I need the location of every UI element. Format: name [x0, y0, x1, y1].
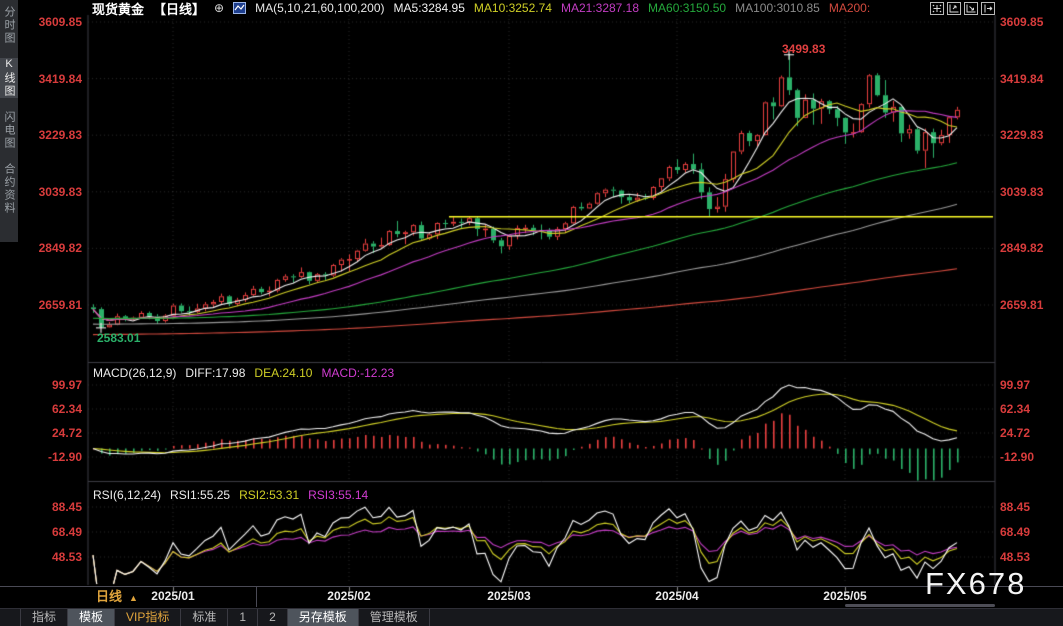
price-axis-label-left: 3039.83: [38, 184, 82, 199]
ma5-value: MA5:3284.95: [393, 1, 465, 15]
add-overlay-icon[interactable]: ⊕: [214, 1, 225, 15]
timeframe-arrow-icon: ▲: [129, 593, 138, 603]
sidebar-item-合约资料[interactable]: 合约资料: [3, 163, 15, 215]
tab-管理模板[interactable]: 管理模板: [359, 609, 430, 626]
tab-VIP指标[interactable]: VIP指标: [115, 609, 182, 626]
macd-hist-value: MACD:-12.23: [321, 366, 395, 380]
rsi-axis-label-right: 48.53: [1000, 550, 1031, 564]
time-axis-label: 2025/04: [655, 589, 699, 603]
macd-axis-label-right: -12.90: [1000, 450, 1035, 464]
price-axis-label-right: 2659.81: [1000, 298, 1044, 312]
price-axis-label-left: 2849.82: [38, 241, 82, 256]
price-axis-label-right: 3229.83: [1000, 128, 1044, 143]
price-axis-label-right: 3419.84: [1000, 71, 1044, 86]
ma100-value: MA100:3010.85: [735, 1, 820, 15]
h-scrollbar-thumb[interactable]: [845, 604, 995, 607]
ma60-value: MA60:3150.50: [648, 1, 727, 15]
macd-axis-label-left: 62.34: [51, 402, 82, 416]
price-axis-label-right: 3609.85: [1000, 15, 1044, 29]
axis-zoom-in-icon[interactable]: [947, 2, 961, 15]
tab-2[interactable]: 2: [258, 609, 288, 626]
tab-模板[interactable]: 模板: [68, 609, 116, 626]
rsi-axis-label-left: 68.49: [51, 525, 82, 539]
rsi3-value: RSI3:55.14: [308, 488, 369, 502]
tab-指标[interactable]: 指标: [20, 609, 69, 626]
tab-标准[interactable]: 标准: [181, 609, 229, 626]
macd-axis-label-right: 24.72: [1000, 426, 1031, 440]
macd-params-label: MACD(26,12,9): [93, 366, 177, 380]
period-tag: 【日线】: [153, 1, 206, 17]
macd-axis-label-left: 99.97: [51, 378, 82, 392]
crosshair-tool-icon[interactable]: [930, 2, 944, 15]
rsi-params-label: RSI(6,12,24): [93, 488, 162, 502]
rsi-axis-label-right: 88.45: [1000, 500, 1031, 514]
low-price-label: 2583.01: [97, 331, 141, 345]
instrument-title: 现货黄金: [92, 1, 145, 17]
price-axis-label-right: 3039.83: [1000, 184, 1044, 199]
chart-type-sidebar: 分时图 K线图闪电图合约资料: [0, 0, 18, 242]
tab-1[interactable]: 1: [228, 609, 259, 626]
ma21-value: MA21:3287.18: [560, 1, 640, 15]
price-axis-label-left: 3609.85: [38, 15, 82, 29]
macd-axis-label-right: 62.34: [1000, 402, 1031, 416]
time-axis-row: [0, 586, 1063, 607]
macd-dea-value: DEA:24.10: [254, 366, 313, 380]
rsi-axis-label-left: 88.45: [51, 500, 82, 514]
sidebar-item-分时图[interactable]: 分时图: [3, 6, 15, 45]
rsi2-value: RSI2:53.31: [239, 488, 300, 502]
sidebar-item-K线图[interactable]: K线图: [0, 58, 18, 98]
price-axis-label-left: 3229.83: [38, 128, 82, 143]
rsi-axis-label-right: 68.49: [1000, 525, 1031, 539]
rsi-axis-label-left: 48.53: [51, 550, 82, 564]
rsi1-value: RSI1:55.25: [170, 488, 231, 502]
bottom-tab-bar: 指标 模板 VIP指标 标准 1 2 另存模板 管理模板: [0, 608, 1063, 626]
chart-toolbar: [930, 2, 995, 15]
macd-diff-value: DIFF:17.98: [185, 366, 246, 380]
timeframe-label: 日线: [96, 589, 123, 604]
ma-settings-icon[interactable]: [233, 2, 247, 14]
macd-axis-label-right: 99.97: [1000, 378, 1031, 392]
pane-expand-icon[interactable]: [981, 2, 995, 15]
ma200-value: MA200:: [828, 1, 871, 15]
time-axis-label: 2025/02: [327, 589, 371, 603]
sidebar-item-闪电图[interactable]: 闪电图: [3, 111, 15, 150]
macd-axis-label-left: -12.90: [47, 450, 82, 464]
time-axis-label: 2025/03: [487, 589, 531, 603]
ma10-value: MA10:3252.74: [473, 1, 552, 15]
price-axis-label-left: 2659.81: [38, 298, 82, 312]
tab-另存模板[interactable]: 另存模板: [287, 609, 359, 626]
time-axis-label: 2025/01: [151, 589, 195, 603]
chart-title-bar: 现货黄金 【日线】 ⊕ MA(5,10,21,60,100,200) MA5:3…: [92, 1, 871, 17]
axis-zoom-out-icon[interactable]: [964, 2, 978, 15]
rsi-indicator-header[interactable]: RSI(6,12,24) RSI1:55.25 RSI2:53.31 RSI3:…: [93, 488, 368, 502]
fx678-watermark: FX678: [925, 566, 1027, 601]
macd-axis-label-left: 24.72: [51, 426, 82, 440]
peak-price-label: 3499.83: [782, 42, 826, 56]
ma-params-label: MA(5,10,21,60,100,200): [255, 1, 385, 15]
price-axis-label-left: 3419.84: [38, 71, 82, 86]
time-axis-label: 2025/05: [823, 589, 867, 603]
price-axis-label-right: 2849.82: [1000, 241, 1044, 256]
timeframe-selector[interactable]: 日线 ▲: [88, 587, 257, 607]
macd-indicator-header[interactable]: MACD(26,12,9) DIFF:17.98 DEA:24.10 MACD:…: [93, 366, 394, 380]
